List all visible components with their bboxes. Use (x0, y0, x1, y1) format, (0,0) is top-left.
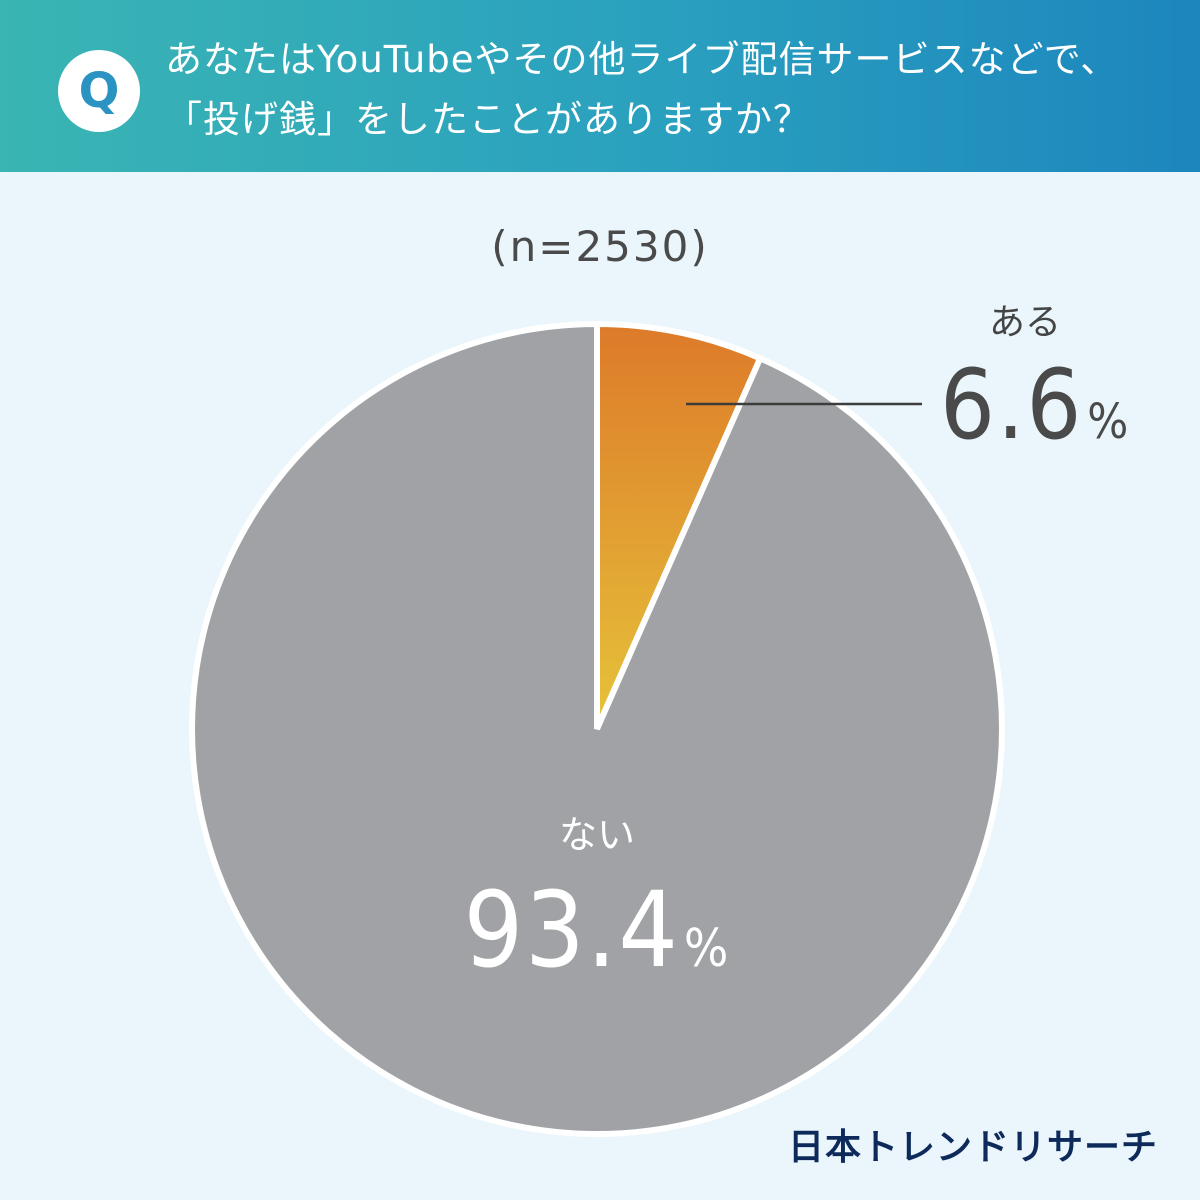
brand-logo-text: 日本トレンドリサーチ (787, 1127, 1158, 1168)
question-header: Q あなたはYouTubeやその他ライブ配信サービスなどで、 「投げ銭」をしたこ… (0, 0, 1200, 172)
slice-value-yes: 6.6% (940, 349, 1130, 461)
question-line-1: あなたはYouTubeやその他ライブ配信サービスなどで、 (165, 38, 1119, 81)
question-text: あなたはYouTubeやその他ライブ配信サービスなどで、 「投げ銭」をしたことが… (165, 30, 1175, 150)
question-line-2: 「投げ銭」をしたことがありますか？ (165, 98, 811, 141)
pie-slice-no (189, 320, 1005, 1137)
sample-size: (n=2530) (491, 222, 709, 271)
slice-label-no: ない (559, 813, 635, 857)
pie-slice-yes (594, 320, 765, 731)
slice-label-yes: ある (989, 302, 1061, 343)
slice-value-no: 93.4% (464, 869, 731, 991)
question-badge: Q (58, 50, 140, 132)
